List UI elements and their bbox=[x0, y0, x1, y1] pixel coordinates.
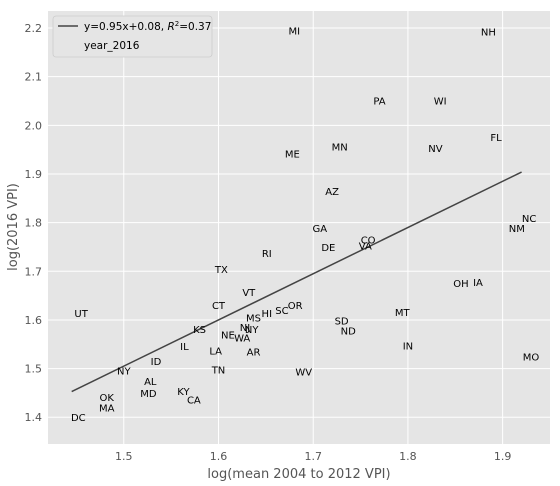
x-axis-ticks: 1.5 1.6 1.7 1.8 1.9 bbox=[115, 450, 511, 463]
point-label-wi: WI bbox=[434, 97, 447, 108]
x-tick-label: 1.6 bbox=[210, 450, 228, 463]
point-label-tn: TN bbox=[211, 366, 226, 377]
legend-fit-label: y=0.95x+0.08, R2=0.37 bbox=[84, 20, 211, 33]
point-label-wv: WV bbox=[295, 368, 312, 379]
point-label-fl: FL bbox=[490, 133, 502, 144]
point-label-il: IL bbox=[180, 342, 189, 353]
y-tick-label: 1.5 bbox=[25, 363, 43, 376]
point-label-nj: NJ bbox=[240, 323, 250, 334]
point-label-id: ID bbox=[151, 357, 162, 368]
point-label-ct: CT bbox=[212, 301, 226, 312]
point-label-oh: OH bbox=[453, 279, 468, 290]
point-label-de: DE bbox=[321, 243, 335, 254]
point-label-mt: MT bbox=[395, 308, 411, 319]
point-label-az: AZ bbox=[325, 187, 339, 198]
point-label-ks: KS bbox=[193, 325, 206, 336]
point-label-mi: MI bbox=[288, 26, 300, 37]
point-label-sd: SD bbox=[335, 316, 349, 327]
point-label-ne: NE bbox=[221, 331, 235, 342]
point-label-in: IN bbox=[403, 342, 413, 353]
point-label-pa: PA bbox=[373, 97, 385, 108]
point-label-nm: NM bbox=[509, 224, 525, 235]
legend-box bbox=[52, 15, 213, 58]
point-label-md: MD bbox=[140, 389, 157, 400]
legend-series-label: year_2016 bbox=[84, 40, 140, 52]
point-label-nc: NC bbox=[522, 214, 536, 225]
point-label-nh: NH bbox=[481, 27, 496, 38]
point-label-nd: ND bbox=[341, 327, 356, 338]
point-label-co: CO bbox=[361, 236, 376, 247]
point-label-me: ME bbox=[285, 150, 300, 161]
plot-area bbox=[48, 11, 550, 444]
point-label-mn: MN bbox=[332, 143, 348, 154]
grid-lines bbox=[48, 11, 550, 444]
y-tick-label: 1.4 bbox=[25, 411, 43, 424]
point-label-or: OR bbox=[288, 301, 303, 312]
y-axis-ticks: 1.4 1.5 1.6 1.7 1.8 1.9 2.0 2.1 2.2 bbox=[25, 22, 43, 424]
point-label-nv: NV bbox=[428, 144, 442, 155]
point-label-ny: NY bbox=[117, 367, 131, 378]
point-label-mo: MO bbox=[523, 352, 540, 363]
x-tick-label: 1.9 bbox=[494, 450, 512, 463]
fit-line-group bbox=[71, 171, 522, 393]
point-label-wa: WA bbox=[234, 333, 250, 344]
x-tick-label: 1.7 bbox=[304, 450, 322, 463]
point-label-ut: UT bbox=[74, 309, 88, 320]
point-label-al: AL bbox=[144, 377, 157, 388]
x-axis-label: log(mean 2004 to 2012 VPI) bbox=[207, 467, 390, 482]
point-label-ia: IA bbox=[473, 278, 483, 289]
x-tick-label: 1.8 bbox=[399, 450, 417, 463]
fit-line bbox=[71, 171, 522, 393]
y-tick-label: 2.2 bbox=[25, 22, 43, 35]
point-label-dc: DC bbox=[71, 413, 86, 424]
point-label-va: VA bbox=[359, 242, 372, 253]
point-label-la: LA bbox=[209, 347, 222, 358]
y-tick-label: 2.0 bbox=[25, 119, 43, 132]
point-label-ga: GA bbox=[313, 224, 328, 235]
point-label-ar: AR bbox=[247, 348, 261, 359]
y-axis-label: log(2016 VPI) bbox=[6, 183, 21, 271]
point-label-ok: OK bbox=[100, 393, 115, 404]
point-label-ma: MA bbox=[99, 404, 115, 415]
y-tick-label: 1.8 bbox=[25, 217, 43, 230]
point-label-ca: CA bbox=[187, 396, 201, 407]
x-tick-label: 1.5 bbox=[115, 450, 133, 463]
point-label-ri: RI bbox=[262, 249, 272, 260]
legend: y=0.95x+0.08, R2=0.37 year_2016 bbox=[52, 15, 213, 58]
point-label-ky: KY bbox=[177, 387, 190, 398]
point-label-hi: HI bbox=[262, 309, 272, 320]
point-label-tx: TX bbox=[214, 265, 228, 276]
y-tick-label: 1.6 bbox=[25, 314, 43, 327]
point-label-ny: NY bbox=[245, 325, 259, 336]
y-tick-label: 2.1 bbox=[25, 71, 43, 84]
point-label-vt: VT bbox=[242, 288, 256, 299]
y-tick-label: 1.7 bbox=[25, 265, 43, 278]
point-label-ms: MS bbox=[246, 314, 261, 325]
point-label-sc: SC bbox=[275, 306, 288, 317]
y-tick-label: 1.9 bbox=[25, 168, 43, 181]
